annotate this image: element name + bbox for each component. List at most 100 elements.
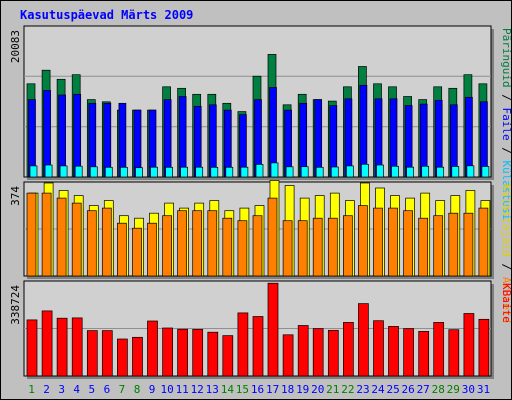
bar-kbaite-day-16 bbox=[252, 316, 264, 377]
legend-top: Päringuid / Faile / Külastusi bbox=[500, 28, 512, 220]
bar-aruteid-day-4 bbox=[71, 202, 82, 277]
bar-k-lastusi-day-24 bbox=[376, 164, 384, 178]
bar-aruteid-day-14 bbox=[222, 217, 233, 277]
bar-kbaite-day-9 bbox=[147, 320, 158, 377]
bar-kbaite-day-21 bbox=[327, 329, 339, 377]
bar-kbaite-day-12 bbox=[192, 329, 204, 377]
x-tick-label: 6 bbox=[104, 383, 111, 396]
bar-k-lastusi-day-4 bbox=[74, 165, 83, 178]
bar-faile-day-30 bbox=[465, 96, 473, 178]
bar-kbaite-day-15 bbox=[237, 312, 249, 377]
x-tick-label: 30 bbox=[462, 383, 475, 396]
bar-kbaite-day-1 bbox=[26, 319, 38, 377]
bar-faile-day-31 bbox=[480, 101, 488, 178]
bar-k-lastusi-day-12 bbox=[195, 166, 204, 178]
x-tick-label: 1 bbox=[28, 383, 35, 396]
bar-k-lastusi-day-6 bbox=[104, 166, 113, 178]
bar-k-lastusi-day-9 bbox=[150, 166, 158, 178]
bar-k-lastusi-day-13 bbox=[210, 166, 219, 178]
x-tick-label: 15 bbox=[236, 383, 249, 396]
x-tick-label: 4 bbox=[73, 383, 80, 396]
x-tick-label: 25 bbox=[386, 383, 399, 396]
x-tick-label: 19 bbox=[296, 383, 309, 396]
bar-aruteid-day-12 bbox=[192, 210, 203, 277]
x-tick-label: 21 bbox=[326, 383, 339, 396]
x-tick-label: 11 bbox=[176, 383, 189, 396]
bar-faile-day-2 bbox=[43, 90, 51, 178]
bar-k-lastusi-day-17 bbox=[270, 162, 279, 178]
x-tick-label: 29 bbox=[447, 383, 460, 396]
bar-kbaite-day-7 bbox=[117, 338, 128, 377]
bar-k-lastusi-day-20 bbox=[315, 166, 324, 178]
legend-entry: / bbox=[500, 257, 512, 277]
bar-kbaite-day-31 bbox=[478, 318, 490, 377]
x-tick-label: 8 bbox=[134, 383, 141, 396]
bar-aruteid-day-28 bbox=[433, 215, 444, 277]
bar-kbaite-day-6 bbox=[101, 330, 113, 377]
legend-entry: Aruteid bbox=[500, 277, 512, 323]
legend-entry: Külastusi bbox=[500, 160, 512, 220]
bar-kbaite-day-5 bbox=[86, 330, 98, 377]
bar-k-lastusi-day-3 bbox=[59, 165, 68, 178]
legend-entry: KBaite bbox=[500, 283, 512, 323]
bar-aruteid-day-20 bbox=[312, 217, 323, 277]
bar-k-lastusi-day-23 bbox=[361, 163, 369, 178]
bar-faile-day-10 bbox=[163, 99, 172, 178]
bar-aruteid-day-16 bbox=[252, 215, 263, 277]
bar-aruteid-day-24 bbox=[373, 207, 383, 277]
bar-aruteid-day-25 bbox=[388, 207, 398, 277]
bar-aruteid-day-9 bbox=[147, 222, 157, 277]
bar-faile-day-6 bbox=[103, 102, 112, 178]
bar-kbaite-day-18 bbox=[282, 334, 294, 377]
x-axis: 1 2 3 4 5 6 7 8 9 10 11 12 13 14 15 16 17 18 19 20 21 22 23 24 2… bbox=[28, 383, 490, 396]
bar-kbaite-day-14 bbox=[222, 335, 234, 377]
x-tick-label: 22 bbox=[341, 383, 354, 396]
x-tick-label: 17 bbox=[266, 383, 279, 396]
bar-aruteid-day-5 bbox=[86, 210, 97, 277]
legend-entry: / bbox=[500, 141, 512, 161]
x-tick-label: 16 bbox=[251, 383, 264, 396]
bar-faile-day-20 bbox=[314, 99, 323, 178]
bar-k-lastusi-day-19 bbox=[300, 166, 309, 178]
x-tick-label: 12 bbox=[191, 383, 204, 396]
bar-aruteid-day-1 bbox=[26, 192, 37, 277]
legend-entry: Faile bbox=[500, 107, 512, 140]
x-tick-label: 10 bbox=[160, 383, 173, 396]
bar-k-lastusi-day-8 bbox=[135, 167, 143, 178]
bar-kbaite-day-27 bbox=[418, 331, 430, 377]
bar-kbaite-day-24 bbox=[373, 320, 384, 377]
bar-kbaite-day-20 bbox=[312, 328, 324, 377]
x-tick-label: 28 bbox=[432, 383, 445, 396]
legend-entry: Päringuid bbox=[500, 28, 512, 88]
bar-kbaite-day-10 bbox=[162, 327, 173, 377]
x-tick-label: 20 bbox=[311, 383, 324, 396]
bar-faile-day-19 bbox=[299, 102, 308, 178]
bar-aruteid-day-13 bbox=[207, 210, 218, 277]
bar-kbaite-day-30 bbox=[463, 313, 475, 377]
bar-faile-day-28 bbox=[434, 99, 443, 178]
bar-k-lastusi-day-31 bbox=[481, 166, 490, 178]
y-max-label: 338724 bbox=[9, 285, 22, 325]
bar-faile-day-8 bbox=[133, 109, 142, 178]
bar-k-lastusi-day-30 bbox=[466, 165, 475, 178]
bar-aruteid-day-30 bbox=[463, 212, 474, 277]
bar-aruteid-day-2 bbox=[41, 192, 52, 277]
x-tick-label: 9 bbox=[149, 383, 156, 396]
bar-k-lastusi-day-11 bbox=[180, 166, 188, 178]
bar-aruteid-day-27 bbox=[418, 217, 429, 277]
bar-aruteid-day-26 bbox=[403, 210, 413, 277]
bar-kbaite-day-19 bbox=[297, 325, 309, 377]
x-tick-label: 23 bbox=[356, 383, 369, 396]
bar-k-lastusi-day-18 bbox=[285, 166, 294, 178]
panel-top: 20083 Päringuid / Faile / Külastusi bbox=[9, 25, 512, 220]
bar-kbaite-day-4 bbox=[71, 317, 83, 377]
bar-k-lastusi-day-14 bbox=[225, 166, 234, 178]
bar-faile-day-4 bbox=[73, 93, 82, 178]
bar-faile-day-11 bbox=[178, 96, 187, 178]
bar-k-lastusi-day-27 bbox=[421, 165, 430, 178]
legend-entry: Külastajaid bbox=[500, 184, 512, 257]
bar-aruteid-day-10 bbox=[162, 215, 172, 277]
bar-k-lastusi-day-2 bbox=[44, 164, 53, 178]
bar-faile-day-3 bbox=[58, 94, 66, 178]
